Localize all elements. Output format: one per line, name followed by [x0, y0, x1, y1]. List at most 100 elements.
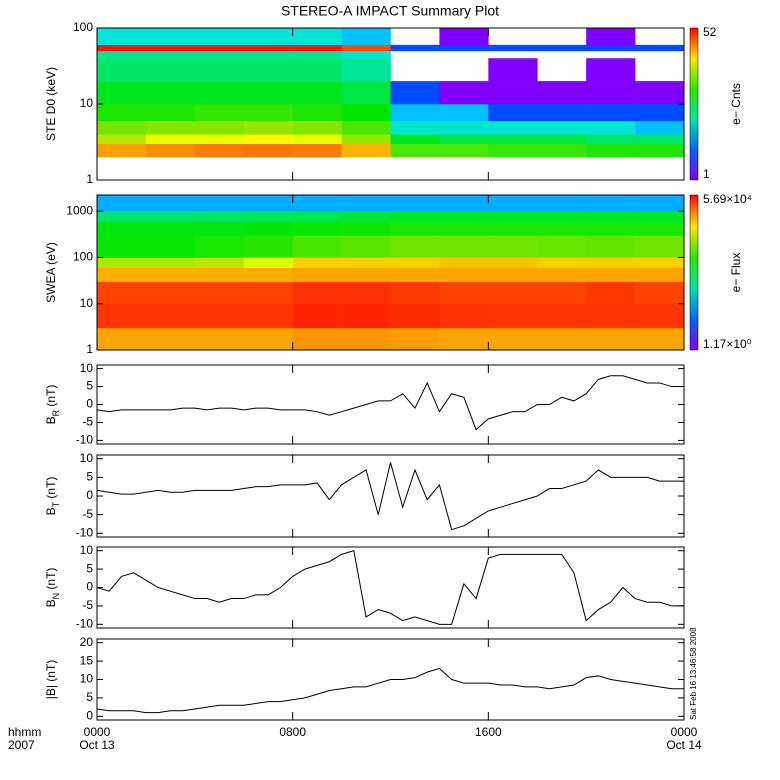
- heat-cell: [390, 211, 440, 222]
- heat-cell: [439, 28, 489, 46]
- heat-cell: [635, 104, 684, 122]
- heat-cell: [145, 28, 196, 46]
- heat-cell: [537, 221, 587, 236]
- y-axis-label: |B| (nT): [44, 660, 58, 700]
- heat-cell: [586, 211, 636, 222]
- heat-cell: [537, 44, 587, 52]
- heat-cell: [439, 120, 489, 135]
- heat-cell: [243, 235, 293, 258]
- y-tick-label: 100: [73, 250, 93, 264]
- heat-cell: [390, 134, 440, 145]
- heat-cell: [537, 134, 587, 145]
- heat-cell: [243, 143, 293, 158]
- y-axis-label: SWEA (eV): [44, 242, 58, 303]
- heat-cell: [439, 134, 489, 145]
- heat-cell: [145, 58, 196, 82]
- heat-cell: [341, 235, 391, 258]
- heat-cell: [97, 50, 147, 59]
- heat-cell: [488, 44, 538, 52]
- heat-cell: [97, 221, 147, 236]
- heat-cell: [243, 58, 293, 82]
- y-tick-label: 10: [80, 296, 94, 310]
- heat-cell: [439, 257, 489, 268]
- x-tick-label: 1600: [475, 725, 502, 739]
- heat-cell: [194, 327, 245, 350]
- heat-cell: [145, 257, 196, 268]
- heat-cell: [243, 257, 293, 268]
- heat-cell: [97, 303, 147, 329]
- heat-cell: [97, 267, 147, 282]
- x-date-label: Oct 14: [666, 738, 702, 752]
- heat-cell: [243, 303, 293, 329]
- colorbar-label: 1.17×10⁰: [703, 337, 752, 351]
- y-axis-label-part: (nT): [44, 477, 58, 502]
- time-axis-label: hhmm: [8, 725, 41, 739]
- heat-cell: [341, 211, 391, 222]
- heat-cell: [537, 257, 587, 268]
- heat-cell: [537, 327, 587, 350]
- y-tick-label: -5: [82, 415, 93, 429]
- timestamp: Sat Feb 16 13:46:58 2008: [689, 627, 698, 720]
- heat-cell: [292, 267, 342, 282]
- colorbar: [689, 27, 699, 181]
- heat-cell: [341, 257, 391, 268]
- colorbar-title: e− Cnts: [729, 83, 743, 125]
- heat-cell: [97, 327, 147, 350]
- colorbar-title: e− Flux: [729, 253, 743, 293]
- heat-cell: [341, 267, 391, 282]
- data-line: [97, 667, 684, 714]
- heat-cell: [97, 28, 147, 46]
- heat-cell: [635, 120, 684, 135]
- heat-cell: [341, 28, 391, 46]
- colorbar-label: 52: [703, 25, 717, 39]
- heat-cell: [243, 327, 293, 350]
- heat-cell: [341, 221, 391, 236]
- heat-cell: [390, 143, 440, 158]
- y-tick-label: 20: [80, 635, 94, 649]
- y-tick-label: 0: [86, 580, 93, 594]
- heat-cell: [537, 267, 587, 282]
- heat-cell: [586, 44, 636, 52]
- y-tick-label: 5: [86, 470, 93, 484]
- heat-cell: [292, 281, 342, 305]
- y-tick-label: 1: [86, 342, 93, 356]
- heat-cell: [145, 50, 196, 59]
- y-tick-label: -10: [76, 433, 94, 447]
- colorbar-label: 5.69×10⁴: [703, 192, 752, 206]
- y-axis-label-part: (nT): [44, 568, 58, 593]
- heat-cell: [390, 267, 440, 282]
- frame: [96, 364, 685, 445]
- heat-cell: [243, 211, 293, 222]
- heat-cell: [488, 221, 538, 236]
- heat-cell: [292, 28, 342, 46]
- heat-cell: [97, 257, 147, 268]
- heat-cell: [635, 267, 684, 282]
- heat-cell: [537, 143, 587, 158]
- y-tick-label: -5: [82, 598, 93, 612]
- data-line: [97, 550, 684, 625]
- heat-cell: [488, 134, 538, 145]
- heat-cell: [341, 58, 391, 82]
- heat-cell: [243, 134, 293, 145]
- heat-cell: [586, 327, 636, 350]
- colorbar-label: 1: [703, 167, 710, 181]
- y-axis-label-part: |B| (nT): [44, 660, 58, 700]
- heat-cell: [341, 50, 391, 59]
- data-line: [97, 462, 684, 531]
- heat-cell: [488, 81, 538, 105]
- heat-cell: [243, 28, 293, 46]
- heat-cell: [97, 44, 147, 52]
- heat-cell: [586, 81, 636, 105]
- frame: [96, 454, 685, 538]
- heat-cell: [586, 58, 636, 82]
- heat-cell: [586, 143, 636, 158]
- y-tick-label: 0: [86, 488, 93, 502]
- heat-cell: [194, 50, 245, 59]
- y-axis-label-part: STE D0 (keV): [44, 67, 58, 141]
- heat-cell: [586, 195, 636, 212]
- y-axis-label: STE D0 (keV): [44, 67, 58, 141]
- heat-cell: [145, 267, 196, 282]
- heat-cell: [586, 303, 636, 329]
- heat-cell: [194, 211, 245, 222]
